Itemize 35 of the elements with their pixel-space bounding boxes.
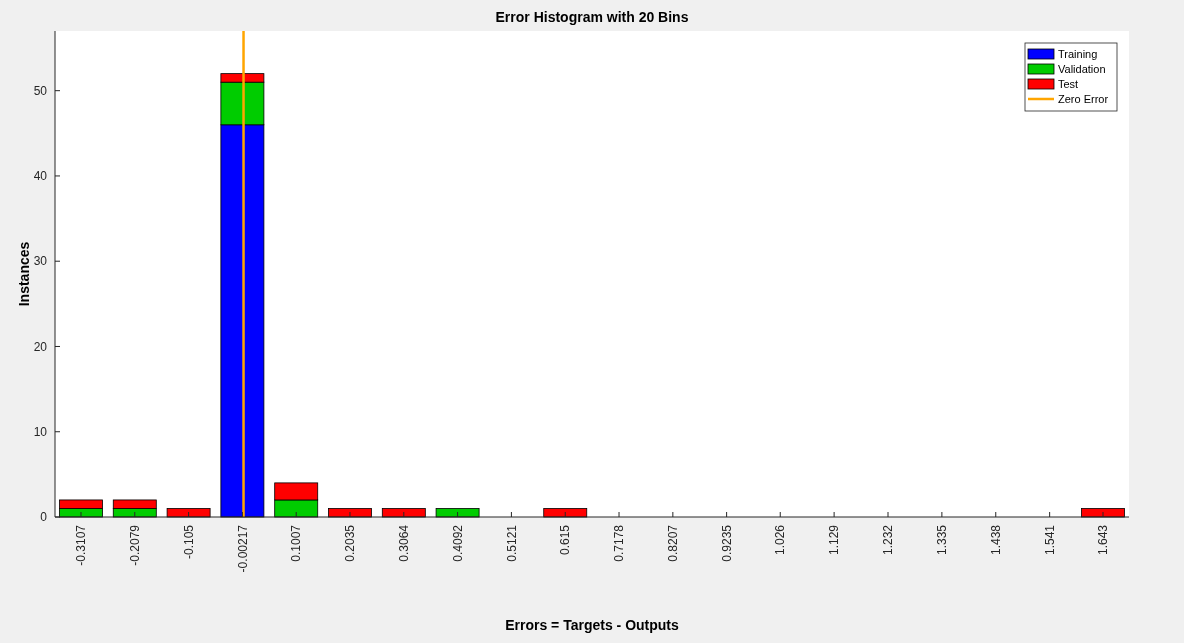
x-tick-label: 0.7178: [612, 524, 627, 562]
y-tick-label: 20: [33, 339, 48, 354]
legend-label: Test: [1058, 77, 1079, 90]
x-tick-label: 1.026: [773, 524, 788, 556]
x-tick-label: 1.643: [1096, 524, 1111, 556]
y-tick-label: 10: [33, 424, 48, 439]
x-tick-label: -0.3107: [74, 524, 89, 566]
x-tick-label: 1.129: [827, 524, 842, 556]
x-tick-label: 0.9235: [719, 524, 734, 562]
x-tick-label: -0.105: [181, 524, 196, 560]
x-axis-title: Errors = Targets - Outputs: [505, 617, 680, 633]
legend-label: Zero Error: [1058, 92, 1109, 105]
y-tick-label: 40: [33, 169, 48, 184]
bar: [166, 508, 211, 518]
chart-title: Error Histogram with 20 Bins: [495, 9, 689, 25]
x-tick-label: 0.3064: [397, 524, 412, 562]
y-tick-label: 0: [40, 510, 48, 525]
x-tick-label: 0.615: [558, 524, 573, 556]
x-tick-label: 0.8207: [666, 524, 681, 562]
x-tick-label: -0.00217: [235, 524, 250, 573]
y-tick-label: 30: [33, 254, 48, 269]
x-tick-label: 1.541: [1042, 524, 1057, 556]
y-axis-title: Instances: [16, 241, 32, 307]
x-tick-label: 1.232: [881, 524, 896, 556]
bar: [435, 508, 480, 518]
legend-label: Validation: [1058, 62, 1106, 75]
x-tick-label: 1.335: [935, 524, 950, 556]
x-tick-label: 1.438: [988, 524, 1003, 556]
y-tick-label: 50: [33, 83, 48, 98]
x-tick-label: 0.4092: [450, 524, 465, 562]
legend-label: Training: [1058, 47, 1098, 60]
x-tick-label: 0.1007: [289, 524, 304, 562]
x-tick-label: 0.5121: [504, 524, 519, 562]
x-tick-label: -0.2079: [127, 524, 142, 566]
x-tick-label: 0.2035: [343, 524, 358, 562]
